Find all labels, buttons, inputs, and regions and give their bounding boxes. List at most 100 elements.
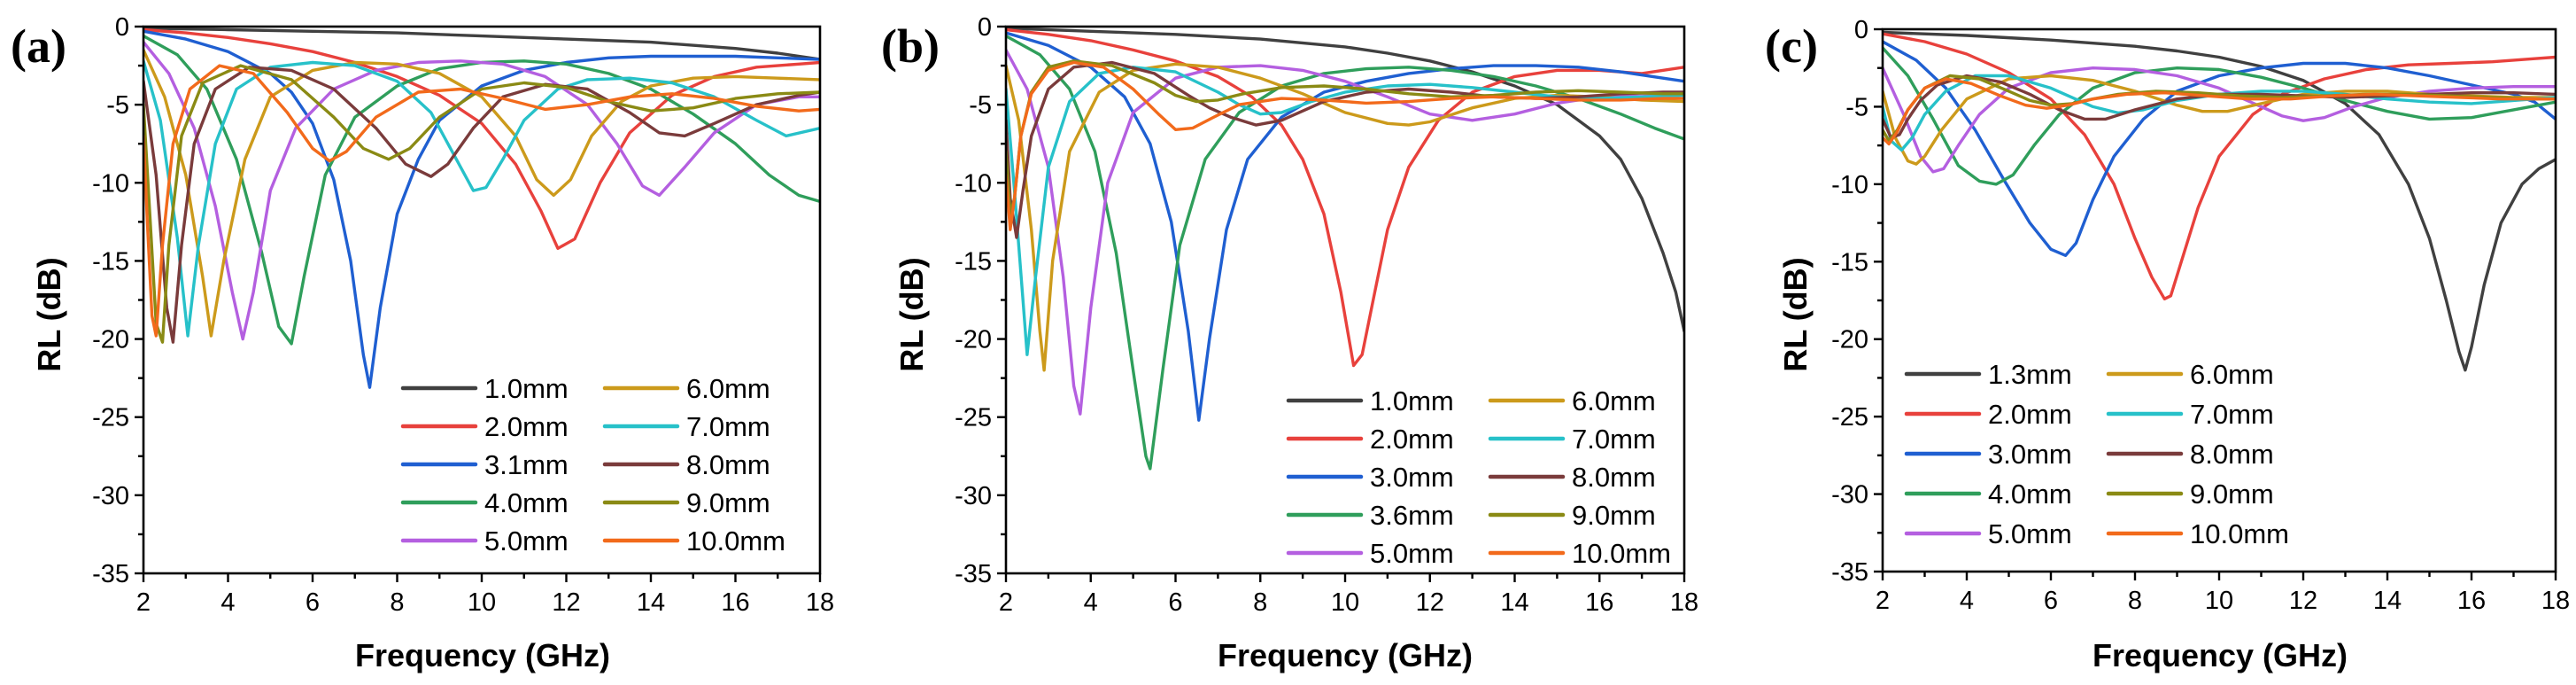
x-tick-label: 10 xyxy=(468,588,496,617)
y-axis-title-a: RL (dB) xyxy=(31,257,67,371)
legend-a: 1.0mm 2.0mm 3.1mm 4.0mm 5.0mm 6.0mm 7.0mm 8.0mm… xyxy=(400,373,785,557)
legend-label: 2.0mm xyxy=(484,411,569,442)
legend-label: 1.3mm xyxy=(1988,359,2072,390)
x-tick-label: 2 xyxy=(1876,587,1890,615)
legend-label: 8.0mm xyxy=(1572,462,1656,493)
y-tick-label: -30 xyxy=(92,482,129,510)
series-line-c-3.0mm xyxy=(1883,40,2556,257)
legend-label: 7.0mm xyxy=(1572,424,1656,455)
y-tick-label: -20 xyxy=(955,326,992,354)
panel-a: (a) RL (dB) Frequency (GHz) 2 4 6 8 10 12 14 16… xyxy=(11,13,834,673)
legend-label: 9.0mm xyxy=(1572,500,1656,531)
series-line-a-8.0mm xyxy=(143,66,820,344)
legend-label: 10.0mm xyxy=(1572,538,1671,569)
y-axis-title-b: RL (dB) xyxy=(893,257,930,371)
series-group xyxy=(143,27,820,389)
x-tick-label: 10 xyxy=(1331,588,1359,617)
y-tick-label: 0 xyxy=(978,13,992,42)
x-tick-label: 12 xyxy=(2289,587,2317,615)
plot-area-a: 2 4 6 8 10 12 14 16 18 0 -5 -10 -15 -20 -25 -30 -35 1.0mm… xyxy=(92,13,834,617)
legend-label: 3.0mm xyxy=(1988,439,2072,470)
series-line-b-10.0mm xyxy=(1006,60,1684,231)
series-line-b-1.0mm xyxy=(1006,27,1684,333)
y-tick-label: -15 xyxy=(92,247,129,276)
series-line-a-1.0mm xyxy=(143,27,820,61)
x-tick-label: 12 xyxy=(1416,588,1444,617)
panel-c: (c) RL (dB) Frequency (GHz) 2 4 6 8 10 12 14 16… xyxy=(1765,16,2570,673)
legend-label: 4.0mm xyxy=(1988,479,2072,510)
plot-area-b: 2 4 6 8 10 12 14 16 18 0 -5 -10 -15 -20 -25 -30 -35 1.0mm… xyxy=(955,13,1698,617)
y-tick-label: -35 xyxy=(955,560,992,588)
x-tick-label: 16 xyxy=(721,588,749,617)
x-tick-label: 18 xyxy=(2541,587,2570,615)
y-tick-label: -5 xyxy=(969,91,992,120)
series-line-a-7.0mm xyxy=(143,59,820,338)
x-tick-label: 8 xyxy=(390,588,404,617)
x-tick-label: 14 xyxy=(637,588,665,617)
legend-label: 6.0mm xyxy=(1572,385,1656,416)
series-line-c-6.0mm xyxy=(1883,74,2556,166)
legend-label: 4.0mm xyxy=(484,487,569,518)
series-line-a-3.1mm xyxy=(143,29,820,389)
plot-area-c: 2 4 6 8 10 12 14 16 18 0 -5 -10 -15 -20 -25 -30 -35 1.3mm… xyxy=(1831,16,2570,615)
series-group xyxy=(1006,27,1684,471)
x-tick-label: 16 xyxy=(1585,588,1613,617)
series-line-b-3.0mm xyxy=(1006,31,1684,422)
series-line-a-2.0mm xyxy=(143,27,820,250)
y-tick-label: -25 xyxy=(92,404,129,432)
x-tick-label: 18 xyxy=(1670,588,1698,617)
y-tick-label: -35 xyxy=(92,560,129,588)
legend-label: 3.0mm xyxy=(1370,462,1454,493)
legend-label: 5.0mm xyxy=(484,525,569,557)
x-tick-label: 14 xyxy=(1500,588,1528,617)
y-tick-label: -30 xyxy=(1831,481,1868,510)
x-tick-label: 4 xyxy=(220,588,235,617)
series-line-c-4.0mm xyxy=(1883,46,2556,186)
series-line-b-5.0mm xyxy=(1006,48,1684,416)
y-axis-title-c: RL (dB) xyxy=(1777,257,1814,371)
legend-b: 1.0mm 2.0mm 3.0mm 3.6mm 5.0mm 6.0mm 7.0mm 8.0mm… xyxy=(1286,385,1671,569)
y-tick-label: -15 xyxy=(1831,248,1868,276)
panel-label-c: (c) xyxy=(1765,19,1818,73)
x-axis-title-c: Frequency (GHz) xyxy=(2093,637,2348,673)
x-tick-label: 4 xyxy=(1960,587,1974,615)
x-tick-label: 6 xyxy=(2044,587,2058,615)
series-line-a-4.0mm xyxy=(143,34,820,346)
x-tick-label: 8 xyxy=(1253,588,1267,617)
panel-label-b: (b) xyxy=(881,19,940,73)
x-tick-label: 8 xyxy=(2128,587,2142,615)
series-line-c-2.0mm xyxy=(1883,32,2556,300)
series-line-b-2.0mm xyxy=(1006,27,1684,368)
x-tick-label: 18 xyxy=(806,588,834,617)
legend-label: 2.0mm xyxy=(1988,399,2072,430)
panel-b: (b) RL (dB) Frequency (GHz) 2 4 6 8 10 12 14 16… xyxy=(881,13,1698,673)
y-tick-label: 0 xyxy=(1854,16,1868,44)
legend-label: 1.0mm xyxy=(1370,385,1454,416)
y-tick-label: -20 xyxy=(1831,326,1868,354)
y-tick-label: -20 xyxy=(92,326,129,354)
series-line-a-10.0mm xyxy=(143,64,820,338)
legend-label: 6.0mm xyxy=(686,373,770,404)
y-tick-label: 0 xyxy=(115,13,129,42)
y-tick-label: -25 xyxy=(955,404,992,432)
x-tick-label: 12 xyxy=(552,588,580,617)
y-tick-label: -30 xyxy=(955,482,992,510)
legend-label: 9.0mm xyxy=(2190,479,2274,510)
x-tick-label: 6 xyxy=(306,588,320,617)
y-tick-label: -10 xyxy=(955,169,992,198)
y-tick-label: -10 xyxy=(1831,171,1868,199)
legend-label: 5.0mm xyxy=(1370,538,1454,569)
legend-label: 10.0mm xyxy=(686,525,785,557)
x-axis-title-b: Frequency (GHz) xyxy=(1218,637,1473,673)
x-tick-label: 2 xyxy=(999,588,1013,617)
legend-label: 7.0mm xyxy=(2190,399,2274,430)
panel-label-a: (a) xyxy=(11,19,66,73)
x-tick-label: 6 xyxy=(1168,588,1182,617)
x-axis-title-a: Frequency (GHz) xyxy=(355,637,610,673)
y-tick-label: -35 xyxy=(1831,558,1868,587)
legend-label: 8.0mm xyxy=(686,449,770,480)
series-group xyxy=(1883,30,2556,372)
legend-label: 7.0mm xyxy=(686,411,770,442)
